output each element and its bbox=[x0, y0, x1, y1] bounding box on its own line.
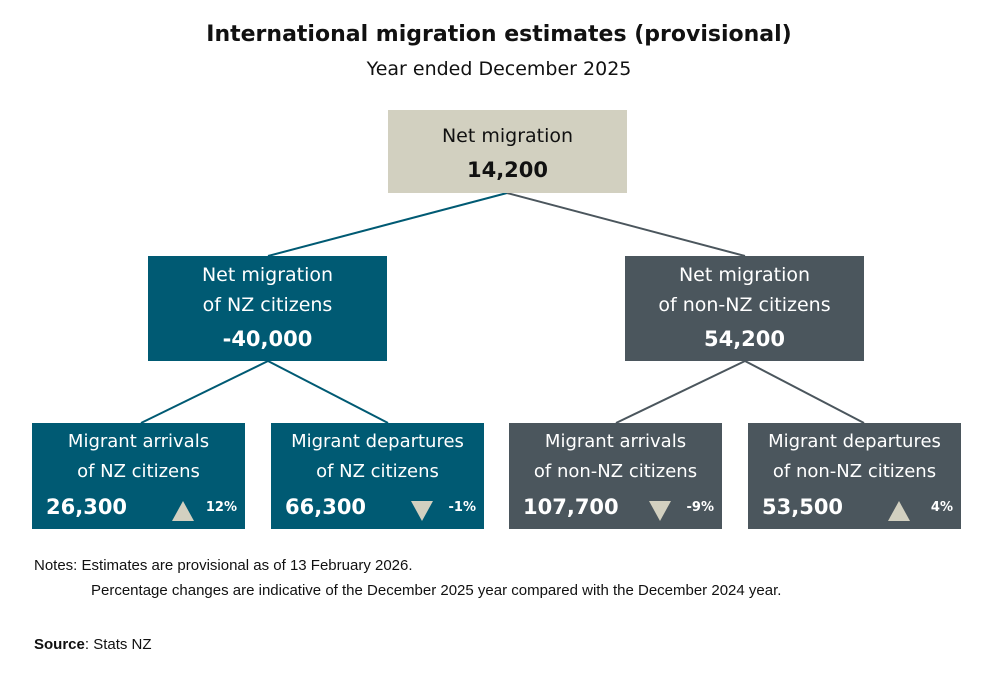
connector-top-to-nz bbox=[267, 192, 508, 257]
nz-net-label-line1: Net migration bbox=[201, 264, 334, 286]
connector-non-nz-to-departures bbox=[744, 360, 865, 424]
net-migration-value: 14,200 bbox=[466, 158, 549, 182]
non-nz-arrivals-box: Migrant arrivals of non-NZ citizens 107,… bbox=[509, 423, 722, 529]
non-nz-departures-label-line1: Migrant departures bbox=[768, 431, 941, 452]
non-nz-departures-value: 53,500 bbox=[762, 495, 844, 519]
source: Source: Stats NZ bbox=[34, 636, 152, 653]
nz-net-label-line2: of NZ citizens bbox=[202, 294, 333, 316]
nz-arrivals-box: Migrant arrivals of NZ citizens 26,300 1… bbox=[32, 423, 245, 529]
triangle-down-icon bbox=[411, 501, 433, 521]
non-nz-arrivals-label-line2: of non-NZ citizens bbox=[533, 461, 698, 482]
nz-departures-label-line2: of NZ citizens bbox=[316, 461, 439, 482]
nz-departures-label-line1: Migrant departures bbox=[291, 431, 464, 452]
non-nz-departures-box: Migrant departures of non-NZ citizens 53… bbox=[748, 423, 961, 529]
notes-line1: Notes: Estimates are provisional as of 1… bbox=[34, 557, 413, 574]
nz-departures-value: 66,300 bbox=[285, 495, 367, 519]
net-migration-label: Net migration bbox=[441, 125, 574, 147]
net-migration-box: Net migration 14,200 bbox=[388, 110, 627, 193]
connector-non-nz-to-arrivals bbox=[615, 360, 746, 424]
chart-subtitle: Year ended December 2025 bbox=[366, 58, 632, 80]
nz-arrivals-label-line2: of NZ citizens bbox=[77, 461, 200, 482]
nz-departures-pct: -1% bbox=[448, 500, 476, 515]
connector-nz-to-departures bbox=[267, 360, 389, 424]
non-nz-departures-pct: 4% bbox=[930, 500, 953, 515]
notes-line2: Percentage changes are indicative of the… bbox=[91, 582, 782, 599]
nz-net-value: -40,000 bbox=[222, 327, 313, 351]
source-label: Source bbox=[34, 636, 85, 653]
triangle-down-icon bbox=[649, 501, 671, 521]
nz-arrivals-pct: 12% bbox=[205, 500, 237, 515]
non-nz-citizens-net-box: Net migration of non-NZ citizens 54,200 bbox=[625, 256, 864, 361]
non-nz-arrivals-label-line1: Migrant arrivals bbox=[544, 431, 687, 452]
non-nz-arrivals-value: 107,700 bbox=[523, 495, 619, 519]
notes: Notes: Estimates are provisional as of 1… bbox=[34, 557, 781, 599]
non-nz-departures-label-line2: of non-NZ citizens bbox=[772, 461, 937, 482]
nz-departures-box: Migrant departures of NZ citizens 66,300… bbox=[271, 423, 484, 529]
chart-title: International migration estimates (provi… bbox=[206, 22, 792, 47]
nz-arrivals-label-line1: Migrant arrivals bbox=[67, 431, 210, 452]
connector-nz-to-arrivals bbox=[140, 360, 269, 424]
triangle-up-icon bbox=[172, 501, 194, 521]
non-nz-net-label-line1: Net migration bbox=[678, 264, 811, 286]
non-nz-net-value: 54,200 bbox=[703, 327, 786, 351]
connector-top-to-non-nz bbox=[506, 192, 746, 257]
non-nz-arrivals-pct: -9% bbox=[686, 500, 714, 515]
triangle-up-icon bbox=[888, 501, 910, 521]
source-text: : Stats NZ bbox=[84, 636, 152, 653]
non-nz-net-label-line2: of non-NZ citizens bbox=[658, 294, 831, 316]
nz-citizens-net-box: Net migration of NZ citizens -40,000 bbox=[148, 256, 387, 361]
nz-arrivals-value: 26,300 bbox=[46, 495, 128, 519]
